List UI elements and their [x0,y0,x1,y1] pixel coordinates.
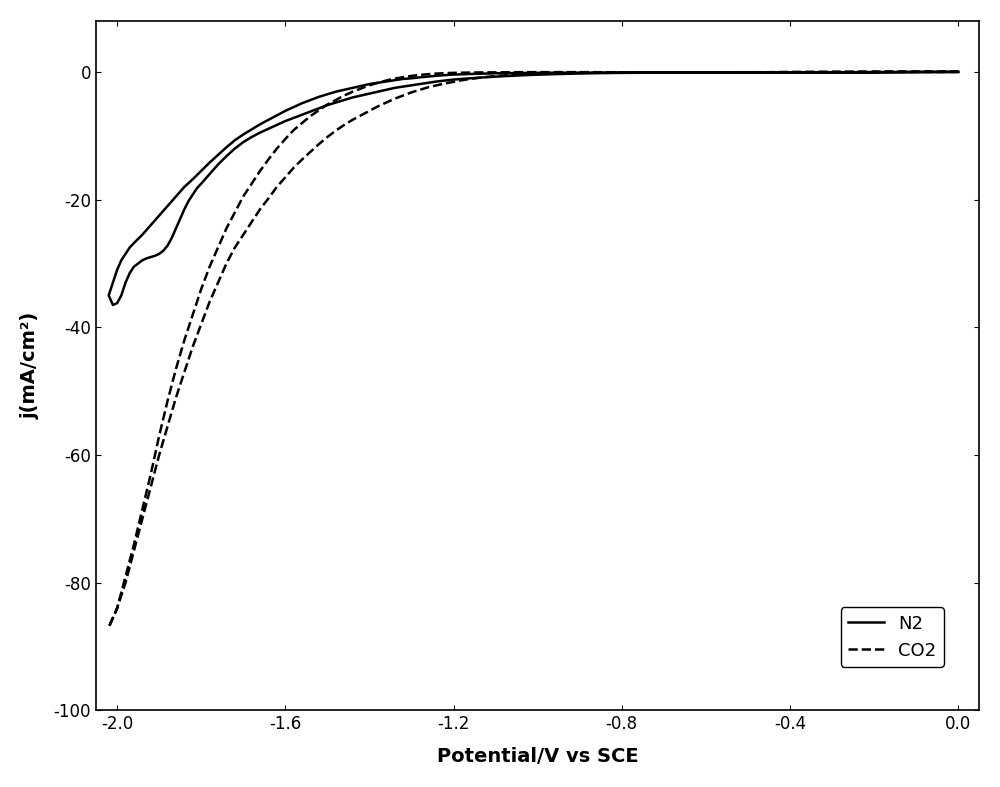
N2 [952,67,964,76]
X-axis label: Potential/V vs SCE: Potential/V vs SCE [437,747,638,767]
CO2 [553,68,565,78]
CO2 [103,623,115,632]
CO2 [952,67,964,76]
CO2 [847,67,859,76]
CO2 [220,224,232,233]
Line: CO2: CO2 [109,72,958,627]
N2 [422,72,434,81]
N2 [397,74,409,83]
N2 [700,68,712,77]
N2 [952,67,964,76]
CO2 [305,147,317,157]
CO2 [279,172,291,182]
Legend: N2, CO2: N2, CO2 [841,608,944,667]
CO2 [397,72,409,82]
Y-axis label: j(mA/cm²): j(mA/cm²) [21,312,40,419]
CO2 [195,320,207,329]
N2 [931,67,943,76]
Line: N2: N2 [109,72,958,305]
CO2 [952,67,964,76]
N2 [313,104,325,113]
N2 [784,68,796,77]
N2 [107,301,119,310]
